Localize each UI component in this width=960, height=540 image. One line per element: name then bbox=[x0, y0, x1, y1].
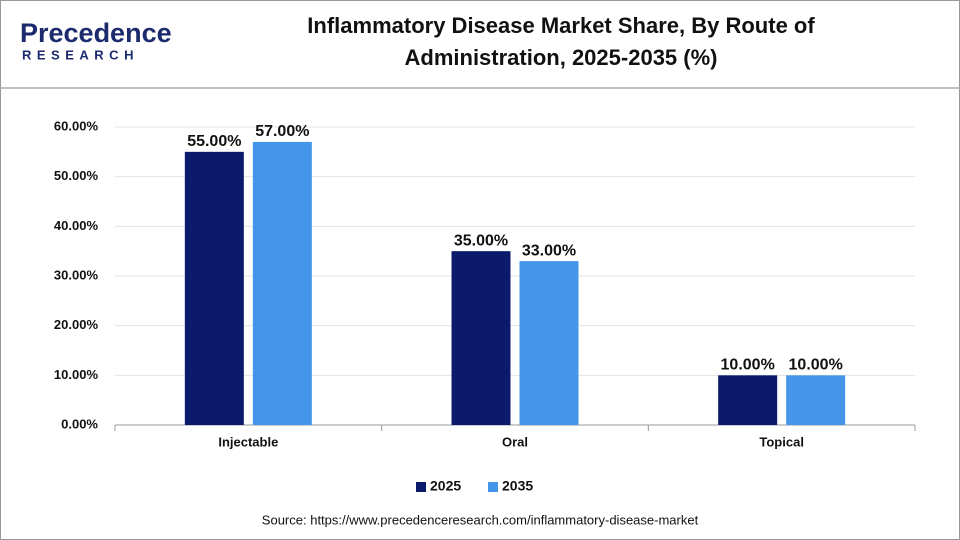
legend-swatch bbox=[488, 482, 498, 492]
value-label: 33.00% bbox=[522, 242, 576, 259]
bar bbox=[252, 141, 312, 425]
value-label: 10.00% bbox=[721, 357, 775, 374]
value-label: 55.00% bbox=[187, 133, 241, 150]
value-label: 57.00% bbox=[255, 123, 309, 140]
bar bbox=[184, 151, 244, 426]
bar bbox=[519, 261, 579, 425]
y-tick-label: 20.00% bbox=[54, 317, 99, 332]
legend-label: 2025 bbox=[430, 478, 461, 494]
y-tick-label: 10.00% bbox=[54, 367, 99, 382]
source: Source: https://www.precedenceresearch.c… bbox=[262, 512, 699, 527]
bar bbox=[786, 375, 846, 425]
y-tick-label: 30.00% bbox=[54, 267, 99, 282]
y-tick-label: 40.00% bbox=[54, 218, 99, 233]
legend-label: 2035 bbox=[502, 478, 533, 494]
value-label: 35.00% bbox=[454, 232, 508, 249]
logo-name: Precedence bbox=[20, 18, 172, 48]
bar bbox=[451, 251, 511, 425]
x-tick-label: Topical bbox=[759, 434, 804, 449]
y-tick-label: 50.00% bbox=[54, 168, 99, 183]
value-label: 10.00% bbox=[789, 357, 843, 374]
y-tick-label: 0.00% bbox=[61, 416, 98, 431]
chart-title: Inflammatory Disease Market Share, By Ro… bbox=[307, 13, 815, 70]
bar bbox=[718, 375, 778, 425]
y-tick-label: 60.00% bbox=[54, 118, 99, 133]
x-tick-label: Oral bbox=[502, 434, 528, 449]
x-tick-label: Injectable bbox=[218, 434, 278, 449]
logo-tagline: RESEARCH bbox=[22, 47, 139, 62]
legend-swatch bbox=[416, 482, 426, 492]
